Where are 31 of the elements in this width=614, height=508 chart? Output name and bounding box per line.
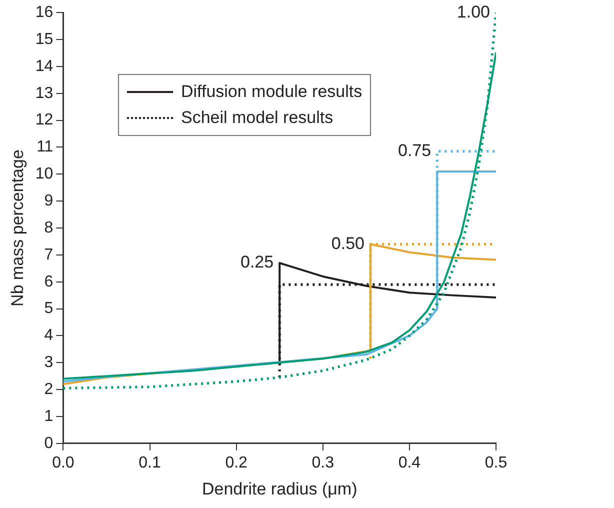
- y-tick-label: 7: [44, 246, 54, 264]
- x-tick-label: 0.1: [138, 454, 161, 472]
- y-tick-label: 10: [35, 166, 54, 183]
- y-tick-label: 12: [35, 112, 54, 129]
- y-tick-label: 8: [44, 219, 54, 236]
- y-tick-label: 5: [44, 300, 54, 318]
- x-tick-label: 0.4: [398, 454, 421, 472]
- y-tick-label: 14: [35, 58, 54, 75]
- x-tick-label: 0.5: [484, 454, 508, 472]
- x-tick-label: 0.2: [225, 454, 248, 472]
- y-tick-label: 16: [35, 4, 54, 22]
- x-tick-label: 0.0: [52, 454, 74, 472]
- y-tick-label: 9: [44, 192, 54, 210]
- x-axis-title: Dendrite radius (μm): [202, 479, 358, 498]
- x-tick-label: 0.3: [312, 454, 334, 472]
- y-tick-label: 1: [44, 408, 54, 425]
- y-tick-label: 3: [44, 354, 54, 372]
- y-tick-label: 11: [36, 138, 54, 156]
- y-tick-label: 4: [44, 327, 54, 344]
- y-tick-label: 6: [44, 273, 54, 290]
- annotation: 0.50: [331, 234, 364, 253]
- annotation: 0.25: [240, 252, 274, 272]
- legend-label: Scheil model results: [181, 107, 334, 129]
- y-tick-label: 2: [44, 380, 54, 398]
- y-axis-title: Nb mass percentage: [8, 150, 27, 306]
- y-tick-label: 15: [35, 30, 54, 48]
- legend-label: Diffusion module results: [181, 81, 362, 103]
- annotation: 0.75: [398, 140, 432, 160]
- y-tick-label: 0: [44, 434, 54, 452]
- y-tick-label: 13: [35, 84, 54, 102]
- annotation: 1.00: [456, 2, 490, 22]
